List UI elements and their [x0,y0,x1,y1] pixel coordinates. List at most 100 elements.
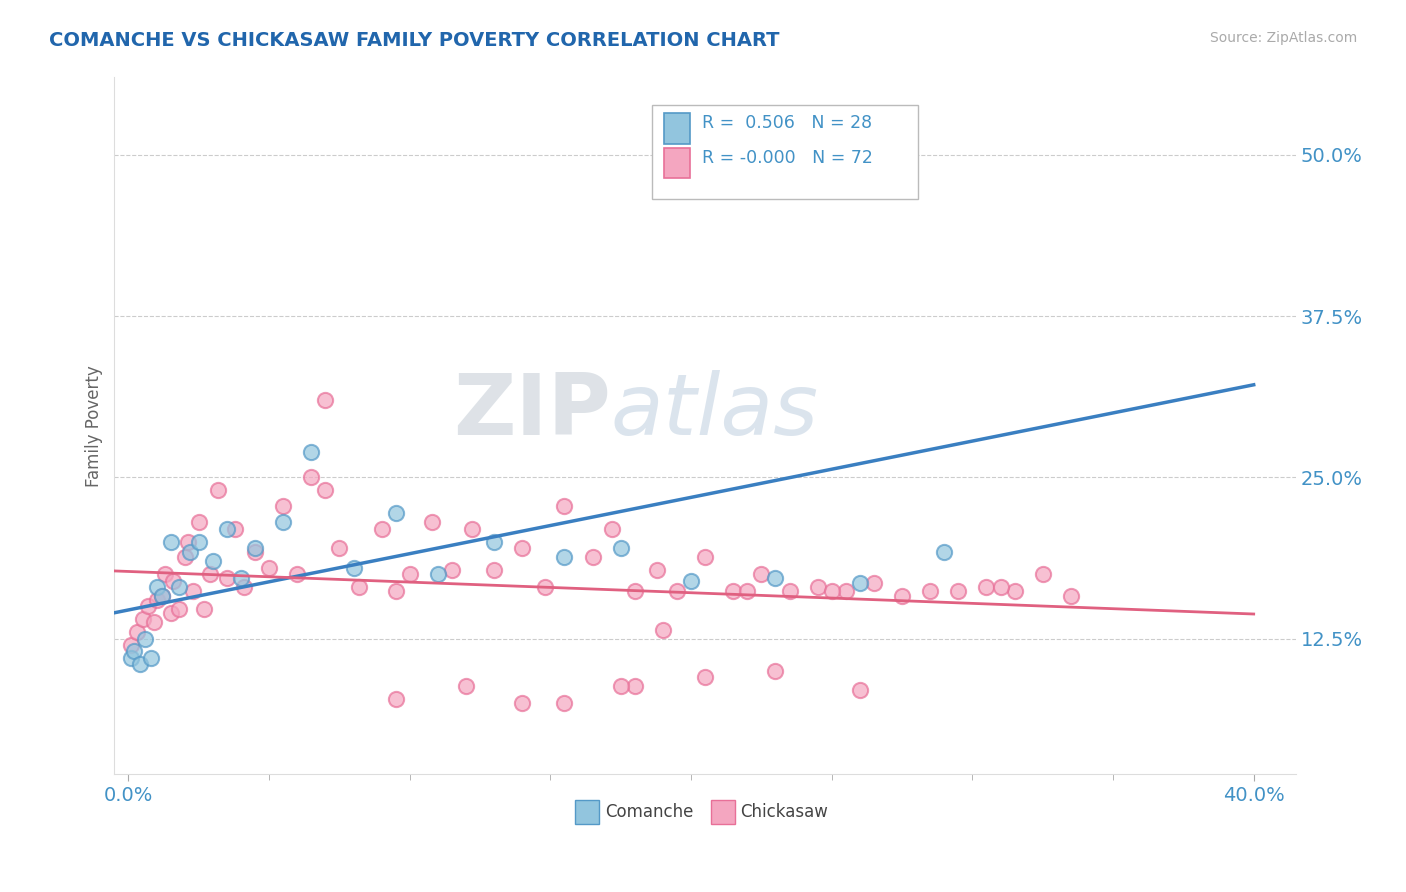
Point [120,651,142,665]
Point [187,516,209,530]
FancyBboxPatch shape [652,105,918,199]
Point [1004,583,1026,598]
Point [243,545,266,559]
Point [807,580,830,594]
Bar [575,800,599,824]
Point [232,580,254,594]
Point [176,534,198,549]
Point [765,664,787,678]
Point [610,679,633,693]
Point [173,550,195,565]
Point [384,507,406,521]
Point [821,583,844,598]
Text: ZIP: ZIP [453,370,610,453]
Point [737,583,759,598]
Point [779,583,801,598]
Point [370,522,392,536]
Point [285,567,308,582]
Text: COMANCHE VS CHICKASAW FAMILY POVERTY CORRELATION CHART: COMANCHE VS CHICKASAW FAMILY POVERTY COR… [49,31,780,50]
Text: Comanche: Comanche [605,803,693,821]
Point [134,632,156,646]
Point [347,580,370,594]
Point [201,554,224,568]
Point [849,683,872,698]
Point [271,499,294,513]
Point [271,516,294,530]
Point [948,583,970,598]
Point [666,583,689,598]
Point [167,580,190,594]
Point [229,571,252,585]
Point [398,567,420,582]
Point [582,550,605,565]
Point [122,644,145,658]
Point [553,499,575,513]
Point [342,560,364,574]
Point [153,567,176,582]
Point [159,534,181,549]
Point [224,522,246,536]
Point [131,612,153,626]
Point [120,638,142,652]
Point [384,692,406,706]
Point [384,583,406,598]
Point [891,589,914,603]
Point [647,563,669,577]
Point [328,541,350,556]
Point [440,563,463,577]
Point [193,602,215,616]
Point [553,696,575,710]
Point [602,522,624,536]
Y-axis label: Family Poverty: Family Poverty [86,365,103,487]
Bar [711,800,735,824]
Point [751,567,773,582]
Point [976,580,998,594]
Point [128,657,150,672]
Text: Chickasaw: Chickasaw [741,803,828,821]
Point [181,583,204,598]
Point [314,483,336,498]
Point [723,583,745,598]
Point [510,541,533,556]
Point [215,571,238,585]
Point [299,444,322,458]
Point [765,571,787,585]
Point [145,580,167,594]
Point [695,670,717,684]
Point [849,576,872,591]
Point [426,567,449,582]
Point [150,589,173,603]
Point [482,563,505,577]
Point [835,583,858,598]
Point [454,679,477,693]
Point [179,545,201,559]
Point [934,545,956,559]
Point [136,599,159,614]
Point [920,583,942,598]
Point [1060,589,1083,603]
Point [681,574,703,588]
Point [299,470,322,484]
Point [198,567,221,582]
Point [167,602,190,616]
Point [533,580,555,594]
Point [863,576,886,591]
Point [139,651,162,665]
Point [257,560,280,574]
Point [207,483,229,498]
Point [243,541,266,556]
Point [162,574,184,588]
Point [510,696,533,710]
Point [482,534,505,549]
Point [142,615,165,629]
Point [125,625,148,640]
Point [420,516,443,530]
Point [314,392,336,407]
Point [215,522,238,536]
Point [1032,567,1054,582]
Point [990,580,1012,594]
Point [553,550,575,565]
Bar [664,148,690,178]
Point [460,522,482,536]
Text: R = -0.000   N = 72: R = -0.000 N = 72 [702,149,873,167]
